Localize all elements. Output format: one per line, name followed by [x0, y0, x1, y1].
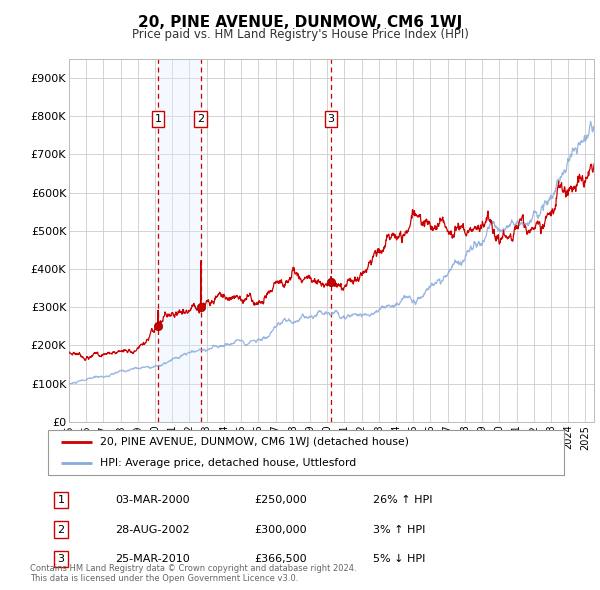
Text: 3: 3 — [328, 114, 334, 124]
Text: 3: 3 — [58, 554, 64, 564]
Text: 20, PINE AVENUE, DUNMOW, CM6 1WJ (detached house): 20, PINE AVENUE, DUNMOW, CM6 1WJ (detach… — [100, 437, 409, 447]
Text: 3% ↑ HPI: 3% ↑ HPI — [373, 525, 425, 535]
Text: 2: 2 — [197, 114, 204, 124]
Text: £250,000: £250,000 — [254, 495, 307, 505]
Text: 5% ↓ HPI: 5% ↓ HPI — [373, 554, 425, 564]
Text: 25-MAR-2010: 25-MAR-2010 — [115, 554, 190, 564]
Text: 20, PINE AVENUE, DUNMOW, CM6 1WJ: 20, PINE AVENUE, DUNMOW, CM6 1WJ — [138, 15, 462, 30]
Text: Contains HM Land Registry data © Crown copyright and database right 2024.
This d: Contains HM Land Registry data © Crown c… — [30, 563, 356, 583]
Text: £300,000: £300,000 — [254, 525, 307, 535]
Text: 03-MAR-2000: 03-MAR-2000 — [115, 495, 190, 505]
Text: 1: 1 — [154, 114, 161, 124]
Text: 1: 1 — [58, 495, 64, 505]
Text: HPI: Average price, detached house, Uttlesford: HPI: Average price, detached house, Uttl… — [100, 458, 356, 468]
FancyBboxPatch shape — [48, 430, 564, 475]
Text: 26% ↑ HPI: 26% ↑ HPI — [373, 495, 433, 505]
Text: 2: 2 — [58, 525, 64, 535]
Text: 28-AUG-2002: 28-AUG-2002 — [115, 525, 190, 535]
Text: £366,500: £366,500 — [254, 554, 307, 564]
Text: Price paid vs. HM Land Registry's House Price Index (HPI): Price paid vs. HM Land Registry's House … — [131, 28, 469, 41]
Bar — [158, 59, 200, 422]
